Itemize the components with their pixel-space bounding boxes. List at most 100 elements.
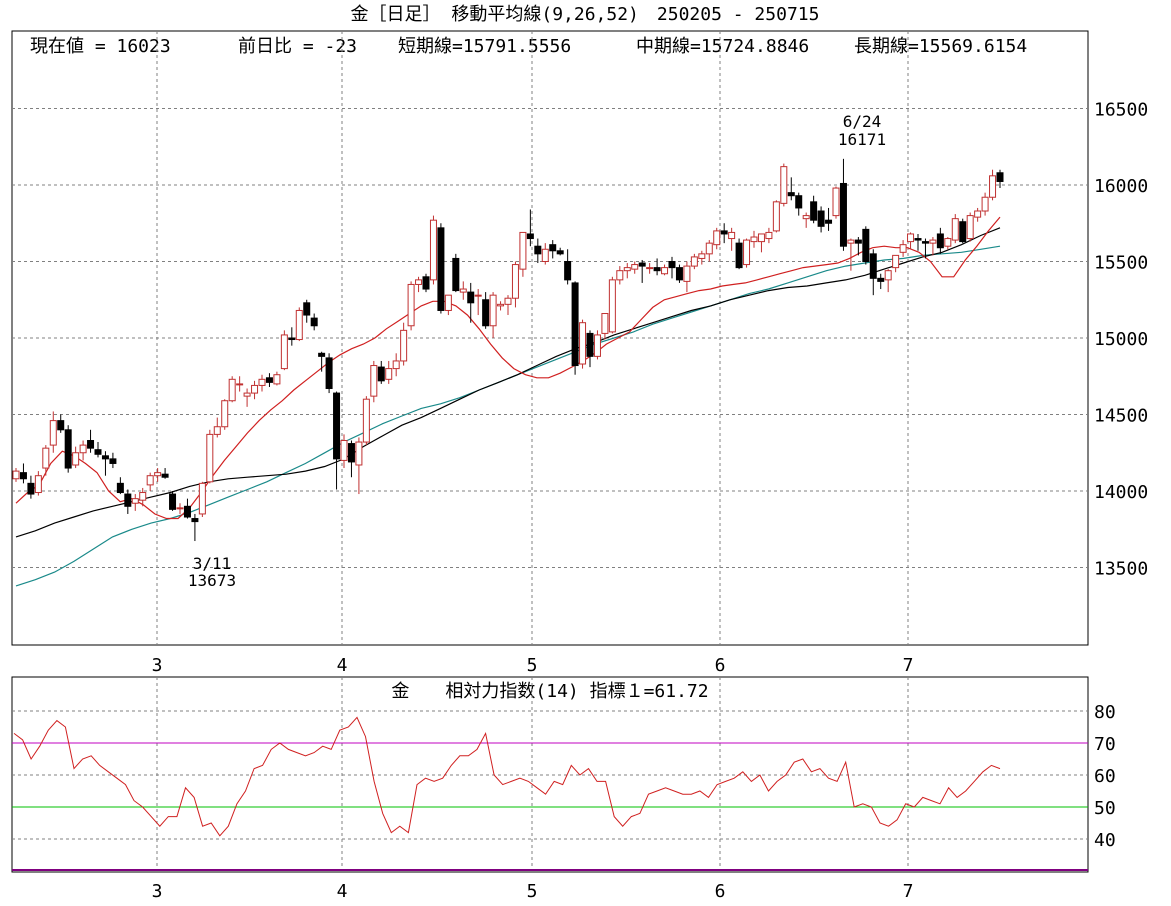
candle — [459, 281, 467, 300]
candle — [333, 391, 341, 490]
candle — [959, 218, 967, 244]
candle — [810, 195, 818, 224]
rsi-series-line — [13, 716, 1001, 837]
candle-body — [519, 231, 527, 270]
candle-body — [109, 458, 117, 464]
candle — [914, 233, 922, 251]
candle-body — [377, 366, 385, 382]
candle — [377, 360, 385, 384]
candle — [847, 238, 855, 271]
candle — [750, 230, 758, 248]
candle — [444, 294, 452, 316]
candle — [832, 186, 840, 219]
candle-body — [690, 256, 698, 267]
candle — [258, 374, 266, 392]
candle-body — [854, 239, 862, 244]
moving-average-lines — [15, 216, 1001, 587]
candle — [907, 232, 915, 250]
price-x-tick: 4 — [337, 655, 348, 676]
candle — [429, 215, 437, 285]
candle — [675, 264, 683, 283]
candle-body — [94, 449, 102, 455]
candle — [593, 330, 601, 360]
candle — [936, 227, 944, 254]
candle — [683, 261, 691, 293]
candle — [318, 351, 326, 372]
candle-body — [497, 303, 505, 307]
candle — [124, 489, 132, 514]
candle — [288, 327, 296, 346]
price-x-tick: 6 — [715, 655, 726, 676]
candle — [825, 207, 833, 231]
long-ma-label: 長期線=15569.6154 — [854, 36, 1027, 57]
candle — [623, 263, 631, 279]
candle — [385, 360, 393, 384]
candle-body — [116, 482, 124, 494]
candle-body — [646, 267, 654, 270]
candle-body — [683, 265, 691, 282]
candle-body — [101, 455, 109, 460]
candle — [698, 250, 706, 265]
current-value-label: 現在値 = 16023 — [30, 36, 171, 57]
candle — [280, 330, 288, 371]
candle — [564, 249, 572, 285]
candle — [497, 301, 505, 311]
price-x-tick: 7 — [903, 655, 914, 676]
candle — [325, 353, 333, 394]
price-chart-title: 金［日足］ 移動平均線(9,26,52) 250205 - 250715 — [351, 4, 820, 25]
price-x-tick: 3 — [152, 655, 163, 676]
candle-body — [19, 472, 27, 480]
candle — [64, 425, 72, 473]
candle-body — [415, 279, 423, 285]
candle — [415, 276, 423, 293]
candle — [474, 289, 482, 316]
candle-body — [228, 378, 236, 402]
candle — [57, 414, 65, 433]
candle-body — [593, 334, 601, 357]
candle-body — [996, 172, 1004, 182]
candle — [452, 253, 460, 293]
candle-body — [616, 270, 624, 281]
candle-body — [422, 276, 430, 290]
candle-body — [131, 498, 139, 504]
candle — [944, 237, 952, 250]
candle-body — [586, 332, 594, 357]
candle-body — [489, 294, 497, 327]
candle — [161, 468, 169, 479]
candle-body — [862, 228, 870, 262]
candle-body — [347, 443, 355, 463]
candle — [206, 429, 214, 484]
candle — [705, 240, 713, 262]
rsi-x-axis: 3 4 5 6 7 — [152, 881, 914, 902]
candle-body — [459, 288, 467, 293]
candle-body — [303, 302, 311, 316]
candle-body — [951, 218, 959, 241]
candle — [42, 445, 50, 476]
candle — [131, 494, 139, 511]
candle-body — [258, 378, 266, 386]
candle — [265, 373, 273, 387]
high-annotation: 6/24 16171 — [838, 112, 886, 149]
candle — [183, 498, 191, 519]
price-y-tick: 14000 — [1094, 482, 1148, 503]
candle — [757, 233, 765, 253]
candle-body — [482, 299, 490, 327]
candle — [109, 452, 117, 469]
candle-body — [295, 309, 303, 341]
candle — [467, 282, 475, 323]
candle-body — [64, 429, 72, 469]
candle — [586, 330, 594, 368]
candle-body — [139, 492, 147, 501]
candle-body — [549, 244, 557, 252]
candle-body — [236, 383, 244, 386]
candle — [869, 249, 877, 296]
rsi-reference-lines — [12, 742, 1088, 808]
candle — [198, 481, 206, 518]
candle — [981, 192, 989, 216]
rsi-grid — [12, 677, 1088, 872]
candle — [579, 319, 587, 369]
candle-body — [176, 507, 184, 510]
candle-body — [385, 368, 393, 380]
candle — [236, 376, 244, 392]
candle-body — [437, 227, 445, 311]
